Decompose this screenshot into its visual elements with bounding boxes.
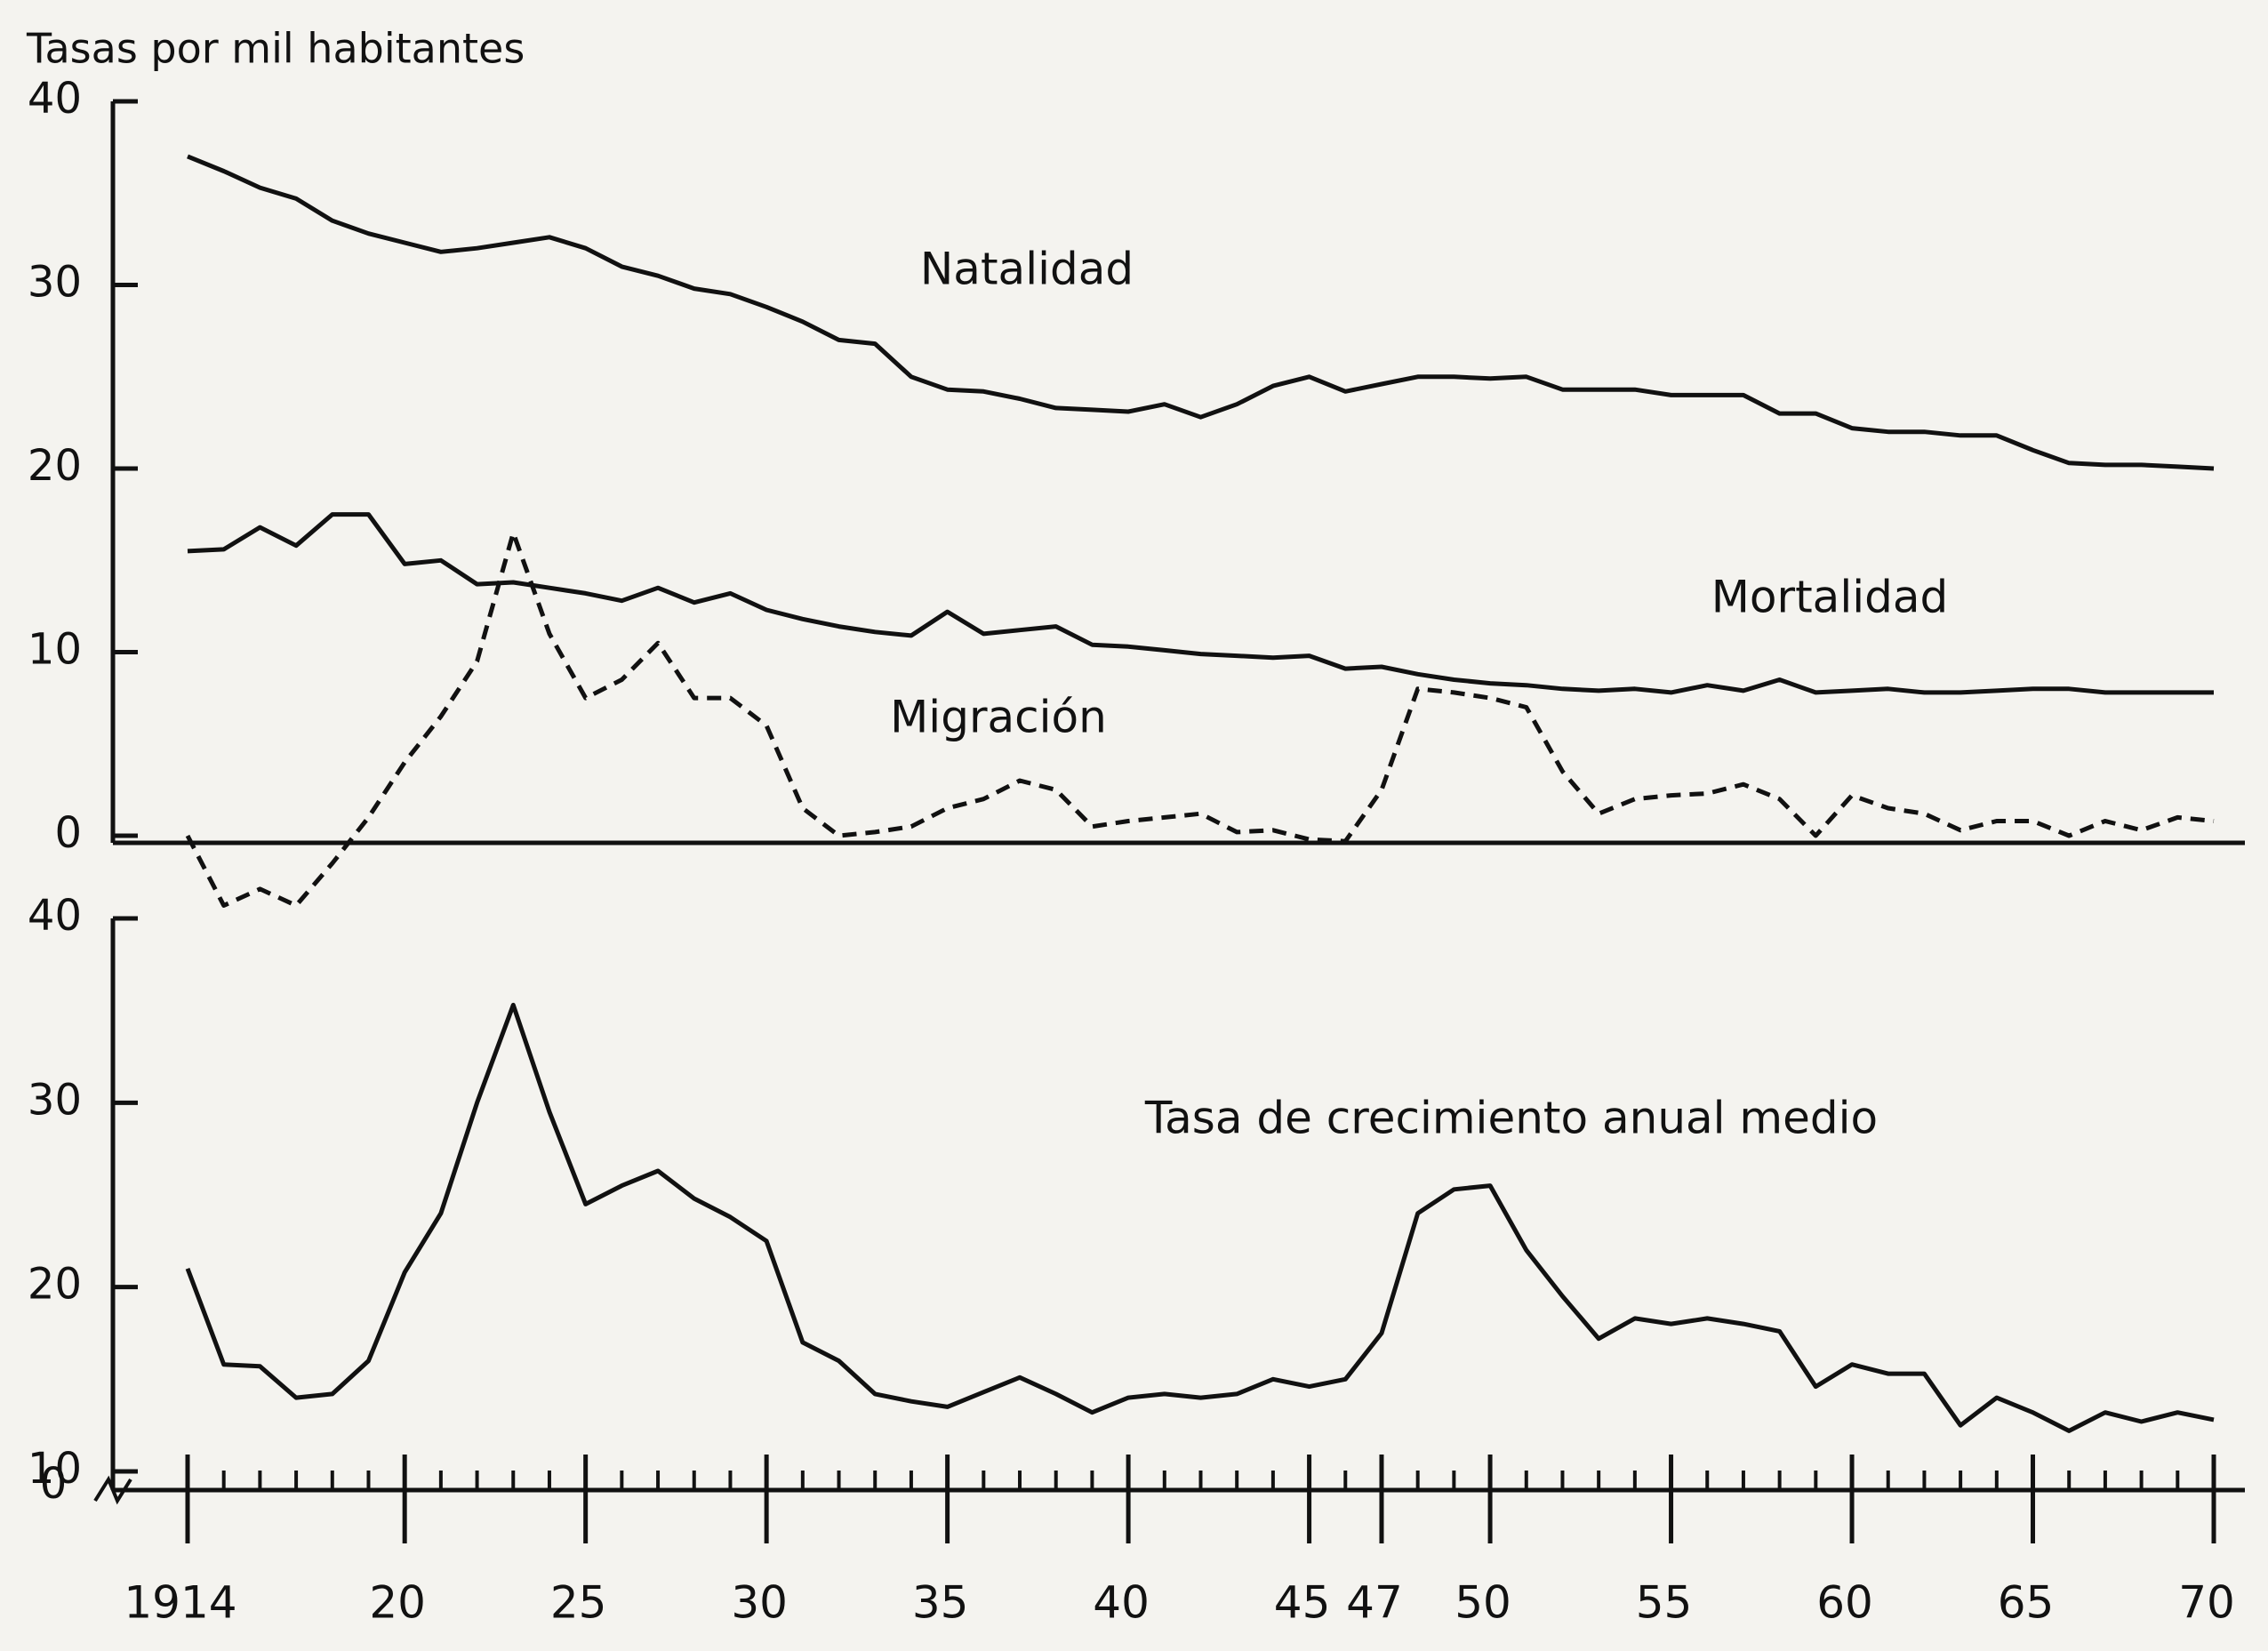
y-tick-label: 0 bbox=[54, 808, 82, 858]
series-line bbox=[185, 1002, 2215, 1433]
y-tick-label: 20 bbox=[28, 441, 82, 491]
x-tick-label: 45 bbox=[1274, 1577, 1331, 1629]
series-line bbox=[185, 530, 2215, 908]
series-label: Tasa de crecimiento anual medio bbox=[1144, 1093, 1878, 1144]
series-line bbox=[187, 154, 2215, 471]
series-label: Natalidad bbox=[920, 244, 1134, 295]
x-tick-label: 40 bbox=[1093, 1577, 1150, 1629]
y-tick-label: 30 bbox=[28, 258, 82, 308]
y-tick-label: 40 bbox=[28, 891, 82, 941]
x-tick-label: 47 bbox=[1346, 1577, 1403, 1629]
x-tick-label: 35 bbox=[912, 1577, 969, 1629]
y-tick-label: 20 bbox=[28, 1260, 82, 1310]
x-tick-label: 50 bbox=[1455, 1577, 1511, 1629]
axis-break bbox=[93, 1475, 132, 1505]
series-label: Mortalidad bbox=[1711, 572, 1948, 623]
x-tick-label: 20 bbox=[369, 1577, 426, 1629]
y-tick-label: 30 bbox=[28, 1075, 82, 1125]
x-tick-label: 55 bbox=[1636, 1577, 1693, 1629]
y-axis-label: Tasas por mil habitantes bbox=[26, 25, 525, 73]
x-tick-label: 30 bbox=[731, 1577, 788, 1629]
x-tick-label: 60 bbox=[1816, 1577, 1873, 1629]
series-line bbox=[187, 512, 2214, 695]
axis-break-label: 0 bbox=[40, 1459, 68, 1509]
y-tick-label: 10 bbox=[28, 1444, 82, 1494]
y-tick-label: 10 bbox=[28, 625, 82, 675]
x-tick-label: 70 bbox=[2178, 1577, 2235, 1629]
series-label: Migración bbox=[890, 692, 1107, 743]
y-tick-label: 40 bbox=[28, 74, 82, 124]
x-tick-label: 25 bbox=[550, 1577, 607, 1629]
x-tick-label: 1914 bbox=[124, 1577, 236, 1629]
x-tick-label: 65 bbox=[1998, 1577, 2055, 1629]
